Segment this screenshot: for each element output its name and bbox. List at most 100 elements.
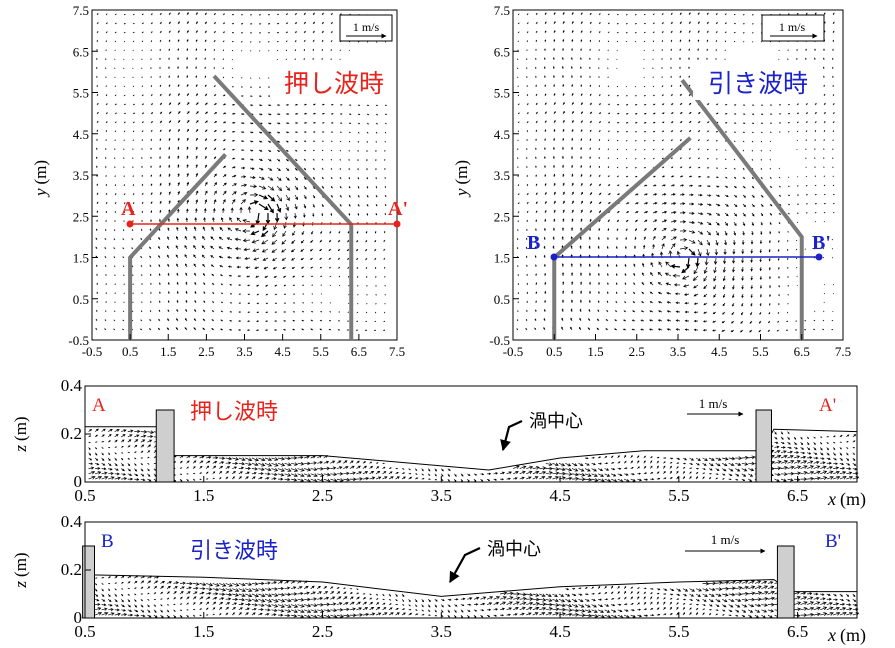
x-tick-label: 4.5 xyxy=(549,622,570,641)
velocity-arrow xyxy=(210,264,215,268)
velocity-arrow xyxy=(571,12,574,16)
velocity-arrow xyxy=(634,202,639,205)
velocity-arrow xyxy=(703,302,708,306)
velocity-arrow xyxy=(570,299,573,304)
x-tick-label: 1.5 xyxy=(160,344,176,359)
velocity-arrow xyxy=(114,472,120,476)
velocity-arrow xyxy=(616,14,619,16)
velocity-arrow xyxy=(565,603,573,608)
wall-line xyxy=(680,78,804,340)
velocity-arrow xyxy=(267,149,272,152)
velocity-arrow xyxy=(336,472,344,476)
velocity-arrow xyxy=(588,308,591,313)
velocity-arrow xyxy=(787,266,789,269)
velocity-arrow xyxy=(513,601,520,605)
velocity-arrow xyxy=(805,148,807,151)
velocity-arrow xyxy=(562,281,565,286)
velocity-arrow xyxy=(219,461,225,464)
velocity-arrow xyxy=(232,597,239,601)
velocity-arrow xyxy=(695,471,699,475)
velocity-arrow xyxy=(823,138,825,142)
velocity-arrow xyxy=(565,608,573,613)
velocity-arrow xyxy=(661,40,664,43)
velocity-arrow xyxy=(199,582,207,587)
velocity-arrow xyxy=(650,262,654,268)
velocity-arrow xyxy=(177,208,180,214)
velocity-arrow xyxy=(251,239,260,244)
velocity-arrow xyxy=(271,613,277,617)
velocity-arrow xyxy=(312,39,315,43)
velocity-arrow xyxy=(249,32,253,34)
velocity-arrow xyxy=(742,131,745,133)
velocity-arrow xyxy=(826,447,829,451)
velocity-arrow xyxy=(846,475,854,480)
velocity-arrow xyxy=(535,129,538,133)
velocity-arrow xyxy=(525,255,528,259)
velocity-arrow xyxy=(159,57,161,60)
velocity-arrow xyxy=(132,148,134,151)
velocity-arrow xyxy=(643,140,646,142)
y-tick-label: 5.5 xyxy=(73,86,89,101)
velocity-arrow xyxy=(724,103,728,106)
velocity-arrow xyxy=(356,471,362,475)
velocity-arrow xyxy=(553,182,556,187)
velocity-arrow xyxy=(826,461,832,465)
velocity-arrow xyxy=(121,468,125,472)
velocity-arrow xyxy=(589,156,591,160)
velocity-arrow xyxy=(114,103,117,106)
velocity-arrow xyxy=(150,94,153,97)
velocity-arrow xyxy=(623,454,627,459)
velocity-arrow xyxy=(134,593,137,596)
velocity-arrow xyxy=(733,131,737,133)
velocity-arrow xyxy=(159,209,162,214)
velocity-arrow xyxy=(114,468,119,471)
velocity-arrow xyxy=(231,112,236,115)
velocity-arrow xyxy=(258,603,265,607)
velocity-arrow xyxy=(267,86,271,88)
velocity-arrow xyxy=(384,149,386,152)
velocity-arrow xyxy=(384,122,387,125)
velocity-arrow xyxy=(480,473,485,476)
velocity-arrow xyxy=(713,257,718,265)
velocity-arrow xyxy=(271,608,278,613)
velocity-arrow xyxy=(160,598,163,600)
velocity-arrow xyxy=(822,328,825,331)
velocity-arrow xyxy=(643,614,649,617)
velocity-arrow xyxy=(748,585,756,590)
velocity-arrow xyxy=(312,57,314,61)
velocity-arrow xyxy=(195,12,198,16)
velocity-arrow xyxy=(525,327,528,331)
velocity-arrow xyxy=(571,21,574,25)
velocity-arrow xyxy=(414,599,418,603)
velocity-arrow xyxy=(688,211,695,215)
velocity-arrow xyxy=(206,591,212,595)
velocity-arrow xyxy=(580,218,583,223)
velocity-arrow xyxy=(535,57,537,61)
velocity-arrow xyxy=(321,30,324,34)
velocity-arrow xyxy=(661,201,667,205)
velocity-arrow xyxy=(177,12,180,16)
x-tick-label: 3.5 xyxy=(236,344,252,359)
velocity-arrow xyxy=(284,604,292,608)
velocity-arrow xyxy=(395,607,399,611)
velocity-arrow xyxy=(339,140,342,143)
velocity-arrow xyxy=(96,219,98,223)
velocity-arrow xyxy=(204,66,206,70)
velocity-arrow xyxy=(769,122,773,124)
velocity-arrow xyxy=(231,86,234,88)
velocity-arrow xyxy=(535,282,538,286)
velocity-arrow xyxy=(735,609,740,613)
velocity-arrow xyxy=(832,121,835,124)
wall-block xyxy=(82,545,96,619)
velocity-arrow xyxy=(238,293,242,295)
velocity-arrow xyxy=(114,452,117,455)
velocity-arrow xyxy=(697,202,704,206)
velocity-arrow xyxy=(584,613,593,618)
velocity-arrow xyxy=(640,310,645,313)
velocity-arrow xyxy=(104,319,107,322)
velocity-arrow xyxy=(127,593,130,596)
velocity-arrow xyxy=(570,317,573,322)
velocity-arrow xyxy=(179,467,183,469)
velocity-arrow xyxy=(374,311,377,314)
velocity-arrow xyxy=(114,429,120,432)
